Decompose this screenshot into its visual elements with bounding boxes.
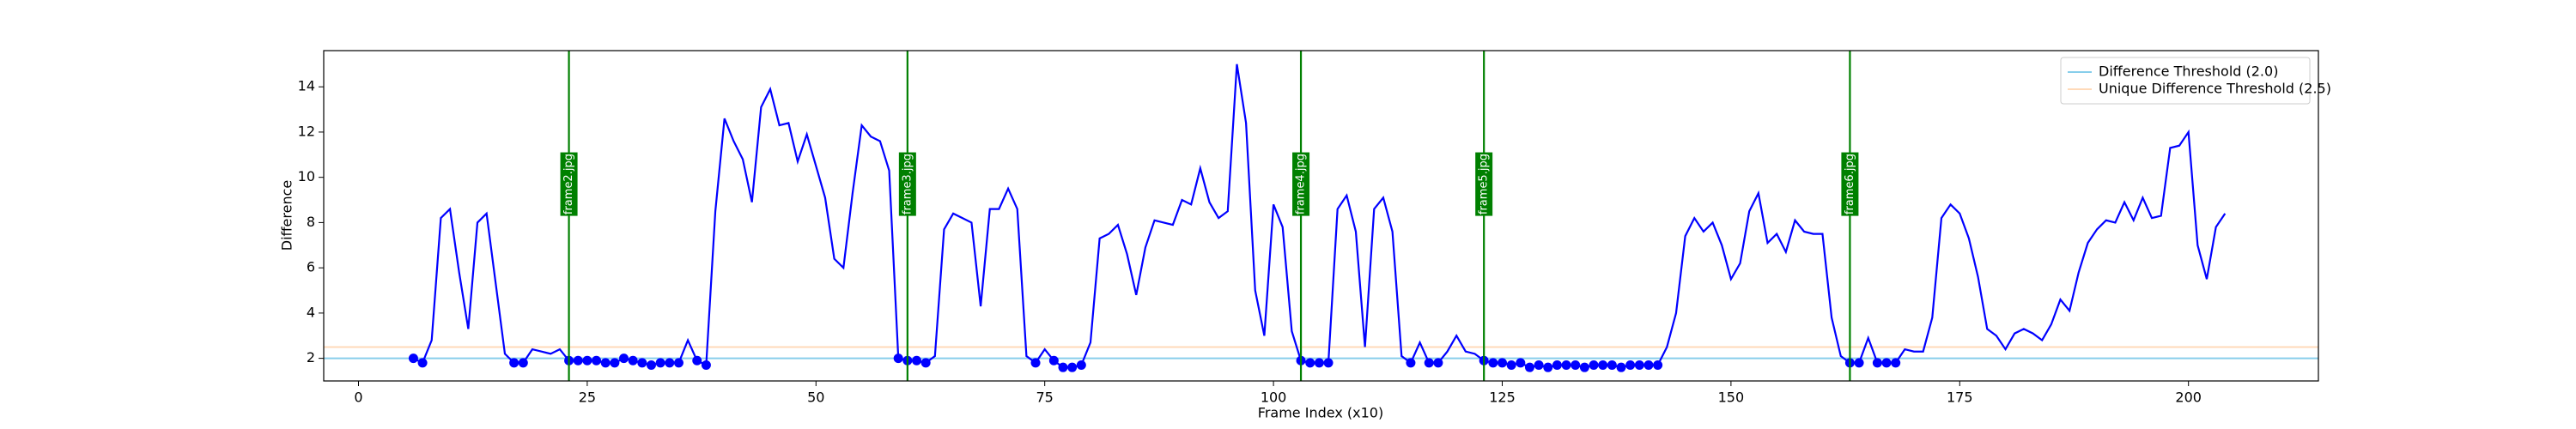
legend-label: Unique Difference Threshold (2.5) [2099,81,2331,97]
below-threshold-marker [1543,362,1553,372]
below-threshold-marker [1625,360,1636,371]
x-tick-label: 200 [2175,390,2202,406]
below-threshold-marker [655,358,665,368]
frame-label: frame5.jpg [1478,154,1491,214]
plot-frame [323,50,2319,382]
frame-label-box [898,152,916,216]
below-threshold-marker [1607,360,1617,371]
below-threshold-marker [1561,360,1571,371]
x-tick-label: 0 [354,390,362,406]
below-threshold-marker [1030,358,1041,368]
below-threshold-marker [646,360,656,371]
below-threshold-marker [1058,362,1068,372]
below-threshold-marker [1067,362,1078,372]
below-threshold-marker [1534,360,1544,371]
below-threshold-marker [637,358,647,368]
below-threshold-marker [920,358,931,368]
below-threshold-marker [1314,358,1324,368]
below-threshold-marker [600,358,611,368]
below-threshold-marker [1552,360,1562,371]
below-threshold-marker [1653,360,1663,371]
below-threshold-marker [509,358,519,368]
y-axis-label: Difference [279,180,295,251]
data-line [412,63,2227,369]
y-tick-label: 14 [298,78,315,94]
below-threshold-marker [1497,358,1507,368]
frame-label-box [1292,152,1310,216]
below-threshold-marker [408,353,418,364]
below-threshold-marker [1891,358,1901,368]
below-threshold-marker [1048,355,1059,366]
frame-label: frame6.jpg [1844,154,1856,214]
below-threshold-marker [573,355,583,366]
below-threshold-marker [1643,360,1654,371]
below-threshold-marker [1506,360,1516,371]
x-tick-label: 50 [807,390,824,406]
below-threshold-marker [582,355,592,366]
below-threshold-marker [1488,358,1498,368]
below-threshold-marker [1872,358,1882,368]
below-threshold-marker [1616,362,1626,372]
below-threshold-marker [665,358,675,368]
y-tick-label: 10 [298,168,315,184]
frame-label-box [560,152,578,216]
frame-label-box [1475,152,1493,216]
below-threshold-marker [417,358,428,368]
below-threshold-marker [1305,358,1315,368]
frame-label: frame2.jpg [562,154,575,214]
x-tick-label: 75 [1036,390,1054,406]
below-threshold-marker [1433,358,1443,368]
below-threshold-marker [1076,360,1086,371]
y-tick-label: 8 [307,214,315,230]
below-threshold-marker [692,355,702,366]
below-threshold-marker [701,360,711,371]
below-threshold-marker [912,355,922,366]
x-tick-label: 125 [1489,390,1516,406]
below-threshold-marker [893,353,903,364]
below-threshold-marker [592,355,602,366]
below-threshold-marker [1854,358,1864,368]
frame-label: frame3.jpg [901,154,914,214]
frame-label-box [1841,152,1859,216]
below-threshold-marker [1571,360,1581,371]
below-threshold-marker [1579,362,1589,372]
below-threshold-marker [1881,358,1892,368]
legend-label: Difference Threshold (2.0) [2099,63,2278,80]
below-threshold-marker [673,358,683,368]
y-tick-label: 2 [307,349,315,366]
below-threshold-marker [610,358,620,368]
x-tick-label: 25 [579,390,596,406]
below-threshold-marker [1598,360,1608,371]
below-threshold-marker [628,355,638,366]
y-tick-label: 4 [307,304,315,320]
below-threshold-marker [1323,358,1334,368]
below-threshold-marker [1634,360,1644,371]
below-threshold-marker [518,358,528,368]
x-tick-label: 175 [1947,390,1973,406]
x-tick-label: 150 [1718,390,1745,406]
below-threshold-marker [1424,358,1434,368]
below-threshold-marker [1524,362,1534,372]
x-tick-label: 100 [1261,390,1287,406]
x-axis-label: Frame Index (x10) [1258,405,1383,421]
below-threshold-marker [1406,358,1416,368]
y-tick-label: 6 [307,259,315,275]
y-tick-label: 12 [298,123,315,139]
below-threshold-marker [1589,360,1599,371]
frame-label: frame4.jpg [1295,154,1308,214]
below-threshold-marker [1516,358,1526,368]
legend-box [2060,57,2311,105]
below-threshold-marker [619,353,629,364]
